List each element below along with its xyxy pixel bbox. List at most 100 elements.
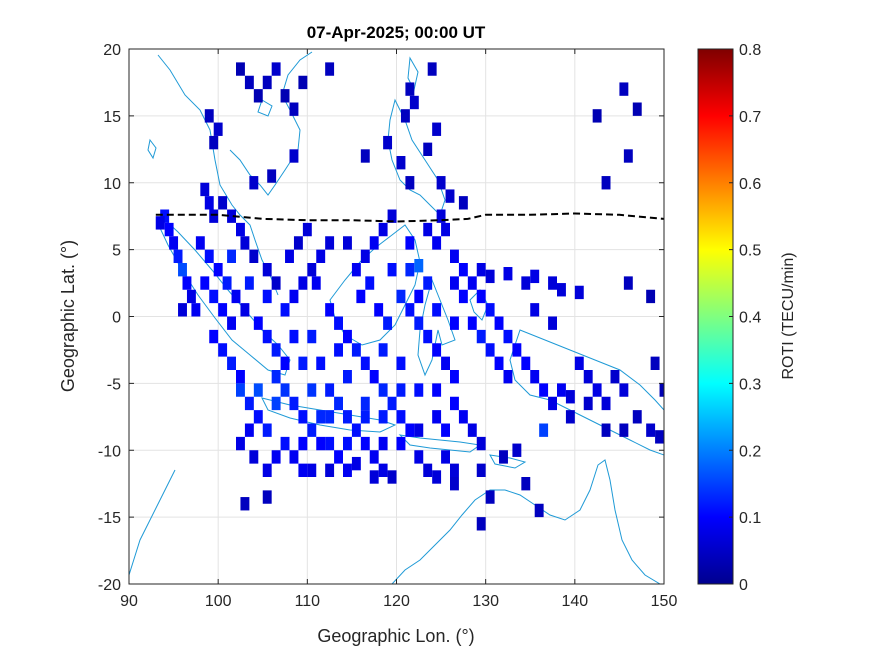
roti-cell	[557, 383, 566, 397]
roti-cell	[423, 142, 433, 156]
roti-cell	[387, 470, 397, 484]
roti-cell	[289, 289, 299, 304]
roti-cell	[405, 176, 415, 190]
colorbar-tick-label: 0.1	[739, 510, 761, 527]
roti-cell	[334, 343, 343, 357]
y-tick-label: 0	[112, 310, 121, 327]
roti-cell	[351, 263, 361, 277]
roti-cell	[450, 463, 459, 477]
roti-cell	[280, 303, 290, 317]
roti-cell	[369, 450, 379, 464]
roti-cell	[271, 276, 281, 290]
roti-cell	[548, 276, 557, 290]
roti-cell	[293, 236, 303, 250]
roti-cell	[227, 316, 236, 330]
roti-cell	[249, 249, 259, 263]
y-tick-label: 20	[103, 42, 121, 59]
roti-cell	[213, 122, 223, 136]
roti-cell	[360, 436, 370, 451]
roti-cell	[476, 329, 486, 344]
roti-cell	[378, 343, 388, 357]
roti-cell	[619, 423, 629, 437]
roti-cell	[204, 249, 214, 263]
roti-cell	[485, 303, 495, 317]
roti-cell	[356, 289, 366, 304]
roti-cell	[414, 258, 424, 273]
roti-cell	[351, 423, 361, 437]
roti-cell	[650, 356, 660, 370]
roti-cell	[343, 370, 352, 384]
roti-cell	[441, 356, 450, 370]
roti-cell	[400, 109, 410, 123]
roti-cell	[240, 236, 250, 250]
roti-cell	[432, 236, 442, 250]
x-tick-label: 150	[651, 593, 678, 610]
roti-cell	[262, 423, 272, 437]
roti-cell	[476, 289, 486, 304]
roti-cell	[441, 423, 450, 437]
roti-cell	[271, 396, 281, 411]
roti-cell	[499, 450, 508, 464]
roti-cell	[583, 370, 593, 384]
roti-cell	[548, 396, 557, 411]
roti-cell	[405, 303, 415, 317]
colorbar-tick-label: 0.8	[739, 42, 761, 59]
roti-cell	[325, 383, 335, 397]
roti-cell	[396, 156, 406, 170]
roti-cell	[574, 285, 584, 300]
roti-cell	[298, 75, 308, 90]
roti-cell	[458, 263, 468, 277]
roti-cell	[178, 303, 187, 317]
roti-cell	[244, 396, 254, 411]
roti-cell	[271, 450, 281, 464]
roti-cell	[200, 276, 210, 290]
roti-cell	[655, 430, 664, 444]
roti-cell	[610, 370, 620, 384]
roti-cell	[169, 236, 179, 250]
roti-cell	[365, 276, 375, 290]
roti-cell	[458, 410, 468, 424]
roti-cell	[378, 222, 388, 237]
roti-cell	[325, 463, 335, 477]
x-tick-label: 140	[561, 593, 588, 610]
roti-cell	[467, 423, 477, 437]
y-tick-label: 5	[112, 243, 121, 260]
roti-cell	[494, 356, 504, 370]
roti-cell	[285, 249, 294, 263]
roti-cell	[271, 62, 281, 76]
roti-cell	[387, 396, 397, 411]
roti-cell	[343, 329, 352, 344]
roti-cell	[343, 236, 352, 250]
colorbar-tick-label: 0.5	[739, 243, 761, 260]
roti-cell	[414, 423, 424, 437]
roti-cell	[369, 236, 379, 250]
roti-cell	[476, 517, 486, 531]
roti-cell	[458, 196, 468, 210]
roti-cell	[289, 102, 299, 116]
roti-cell	[262, 263, 272, 277]
roti-cell	[298, 356, 308, 370]
x-tick-label: 120	[383, 593, 410, 610]
roti-cell	[178, 263, 187, 277]
roti-cell	[619, 383, 629, 397]
roti-cell	[298, 463, 308, 477]
roti-cell	[432, 383, 442, 397]
roti-cell	[583, 396, 593, 411]
roti-cell	[231, 289, 241, 304]
roti-cell	[441, 450, 450, 464]
coastline-indochina	[157, 54, 279, 296]
roti-cell	[458, 289, 468, 304]
roti-cell	[601, 423, 611, 437]
roti-cell	[351, 343, 361, 357]
roti-cell	[632, 102, 642, 116]
roti-cell	[343, 410, 352, 424]
roti-cell	[325, 236, 335, 250]
roti-cell	[512, 443, 522, 457]
roti-cell	[450, 396, 459, 411]
roti-cell	[409, 95, 419, 110]
roti-cell	[436, 176, 446, 190]
roti-cell	[173, 249, 183, 263]
roti-cell	[450, 316, 459, 330]
roti-cell	[548, 316, 557, 330]
roti-cell	[405, 236, 415, 250]
